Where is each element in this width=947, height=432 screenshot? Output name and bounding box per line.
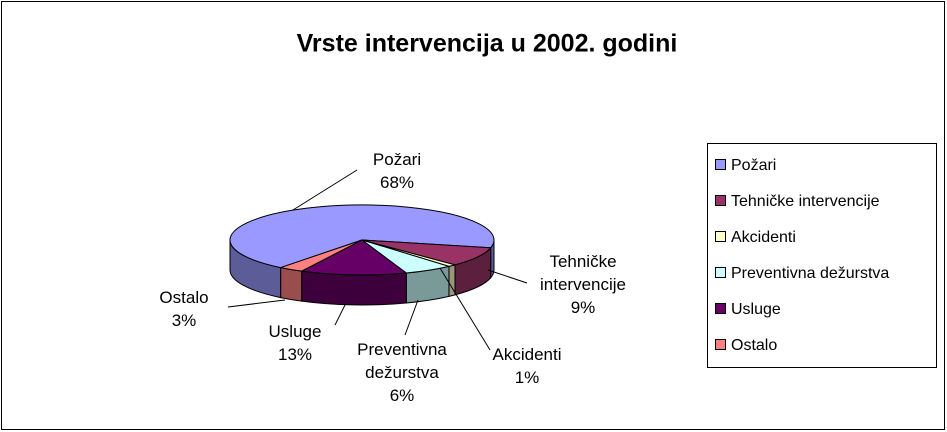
legend-swatch [715, 303, 726, 314]
leader-line [292, 169, 358, 211]
legend-swatch [715, 231, 726, 242]
legend-label: Akcidenti [731, 229, 796, 246]
data-label: Ostalo 3% [144, 286, 224, 332]
label-name: Požari [372, 150, 422, 169]
legend-label: Tehničke intervencije [731, 193, 880, 210]
legend-label: Preventivna dežurstva [731, 265, 889, 282]
leader-line [404, 299, 419, 336]
leader-line [487, 269, 528, 284]
legend-swatch [715, 339, 726, 350]
label-value: 1% [514, 368, 540, 387]
label-value: 9% [570, 298, 596, 317]
label-name: Tehničke intervencije [540, 252, 626, 294]
data-label: Akcidenti 1% [487, 343, 567, 389]
label-name: Akcidenti [492, 345, 562, 364]
legend-swatch [715, 159, 726, 170]
slice-side [280, 266, 303, 302]
chart-title: Vrste intervencija u 2002. godini [297, 30, 678, 58]
label-value: 68% [379, 173, 415, 192]
slice [229, 204, 495, 269]
legend-label: Požari [731, 157, 776, 174]
data-label: Usluge 13% [255, 320, 335, 366]
data-label: Požari 68% [347, 148, 447, 194]
slice [278, 239, 363, 272]
slice [300, 239, 408, 276]
label-name: Ostalo [159, 288, 209, 307]
label-value: 13% [277, 345, 313, 364]
label-value: 3% [171, 311, 197, 330]
label-value: 6% [389, 386, 415, 405]
legend-swatch [715, 195, 726, 206]
leader-line [334, 304, 346, 326]
data-label: Preventivna dežurstva 6% [347, 338, 457, 407]
leader-line [227, 299, 286, 308]
legend-swatch [715, 267, 726, 278]
slice-side [301, 270, 407, 306]
legend-label: Usluge [731, 301, 781, 318]
legend-label: Ostalo [731, 337, 777, 354]
leader-line [439, 267, 491, 351]
label-name: Preventivna dežurstva [357, 340, 447, 382]
data-label: Tehničke intervencije 9% [533, 250, 633, 319]
legend-box [707, 143, 937, 368]
label-name: Usluge [268, 322, 322, 341]
